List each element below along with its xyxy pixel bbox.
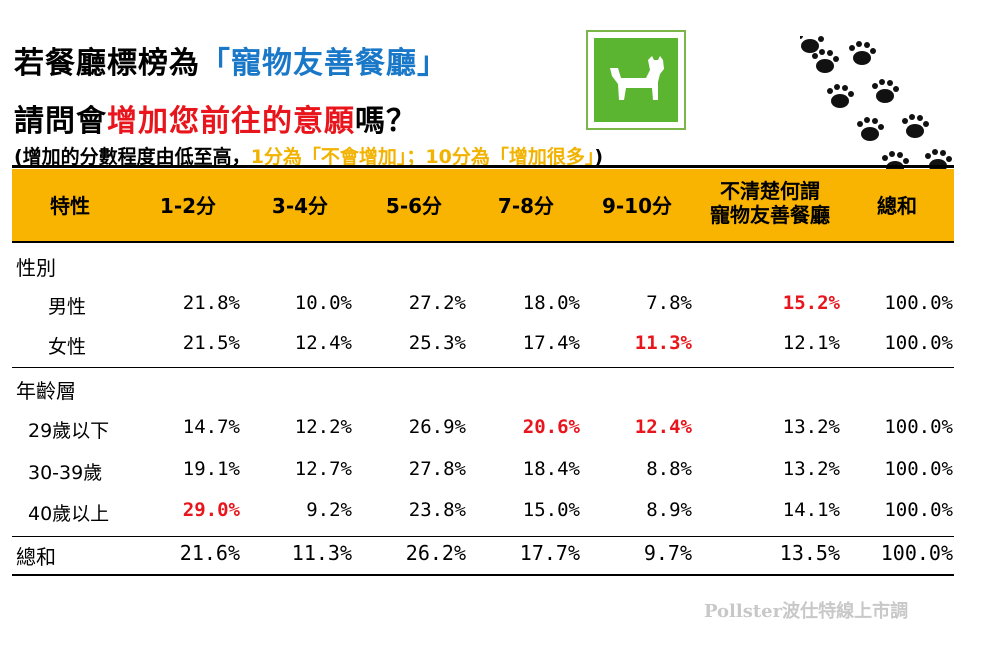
watermark: Pollster波仕特線上市調: [704, 601, 909, 622]
table-cell-9-10: 8.9%: [646, 499, 692, 521]
table-cell-7-8: 20.6%: [522, 416, 580, 438]
column-header-characteristic: 特性: [50, 194, 90, 218]
table-cell-5-6: 27.2%: [408, 292, 466, 314]
table-cell-1-2: 21.8%: [182, 292, 240, 314]
row-label: 29歲以下: [28, 420, 110, 442]
table-cell-1-2: 21.5%: [182, 332, 240, 354]
table-cell-total: 100.0%: [884, 292, 953, 314]
subtitle-suffix: ): [594, 146, 604, 168]
table-cell-7-8: 18.0%: [522, 292, 580, 314]
column-header-5-6: 5-6分: [385, 194, 443, 218]
table-cell-5-6: 26.9%: [408, 416, 466, 438]
title-line-1-prefix: 若餐廳標榜為: [14, 46, 200, 81]
row-label: 40歲以上: [28, 503, 110, 525]
table-cell-unclear: 13.2%: [782, 416, 840, 438]
subtitle: (增加的分數程度由低至高，1分為「不會增加」；10分為「增加很多」): [14, 142, 603, 169]
title-line-1: 若餐廳標榜為「寵物友善餐廳」: [14, 38, 448, 82]
table-cell-1-2: 14.7%: [182, 416, 240, 438]
table-cell-7-8: 17.7%: [519, 541, 580, 565]
row-label: 男性: [48, 296, 87, 318]
table-cell-total: 100.0%: [884, 458, 953, 480]
table-cell-total: 100.0%: [884, 332, 953, 354]
table-cell-unclear: 13.2%: [782, 458, 840, 480]
table-header: [12, 169, 954, 243]
table-cell-total: 100.0%: [880, 541, 953, 565]
total-divider: [12, 536, 954, 537]
table-cell-unclear: 12.1%: [782, 332, 840, 354]
group-label-age: 年齡層: [16, 379, 76, 403]
title-line-2-highlight: 增加您前往的意願: [107, 104, 355, 139]
table-cell-3-4: 11.3%: [291, 541, 352, 565]
table-cell-5-6: 25.3%: [408, 332, 466, 354]
table-cell-7-8: 18.4%: [522, 458, 580, 480]
row-label: 總和: [16, 545, 56, 569]
title-line-1-highlight: 「寵物友善餐廳」: [200, 46, 448, 81]
table-cell-3-4: 9.2%: [306, 499, 352, 521]
bottom-rule: [12, 574, 954, 576]
table-cell-1-2: 19.1%: [182, 458, 240, 480]
paw-prints-icon: [800, 36, 952, 175]
title-line-2-prefix: 請問會: [14, 104, 107, 139]
column-header-9-10: 9-10分: [601, 194, 673, 218]
subtitle-highlight: 1分為「不會增加」；10分為「增加很多」: [250, 146, 595, 168]
table-cell-unclear: 15.2%: [782, 292, 840, 314]
table-cell-3-4: 12.2%: [294, 416, 352, 438]
table-cell-total: 100.0%: [884, 416, 953, 438]
table-cell-5-6: 27.8%: [408, 458, 466, 480]
table-cell-9-10: 9.7%: [643, 541, 692, 565]
table-cell-9-10: 7.8%: [646, 292, 692, 314]
title-line-2: 請問會增加您前往的意願嗎？: [14, 96, 417, 140]
table-cell-1-2: 21.6%: [179, 541, 240, 565]
row-label: 女性: [48, 336, 87, 358]
column-header-1-2: 1-2分: [159, 194, 217, 218]
row-label: 30-39歲: [28, 462, 103, 484]
table-cell-5-6: 26.2%: [405, 541, 466, 565]
group-label-gender: 性別: [16, 256, 56, 280]
column-header-unclear: 不清楚何謂 寵物友善餐廳: [690, 179, 850, 227]
column-header-total: 總和: [877, 194, 917, 218]
column-header-3-4: 3-4分: [271, 194, 329, 218]
header-rule: [12, 241, 954, 243]
table-cell-total: 100.0%: [884, 499, 953, 521]
table-cell-9-10: 12.4%: [634, 416, 692, 438]
table-cell-3-4: 12.7%: [294, 458, 352, 480]
table-cell-3-4: 10.0%: [294, 292, 352, 314]
table-cell-5-6: 23.8%: [408, 499, 466, 521]
title-line-2-suffix: 嗎？: [355, 104, 417, 139]
top-rule: [12, 165, 954, 168]
table-cell-unclear: 14.1%: [782, 499, 840, 521]
column-header-unclear-line-1: 不清楚何謂: [720, 179, 820, 203]
dog-sign-icon: [586, 30, 686, 130]
column-header-7-8: 7-8分: [497, 194, 555, 218]
table-cell-9-10: 8.8%: [646, 458, 692, 480]
subtitle-prefix: (增加的分數程度由低至高，: [14, 146, 251, 168]
table-cell-3-4: 12.4%: [294, 332, 352, 354]
table-cell-7-8: 15.0%: [522, 499, 580, 521]
table-cell-9-10: 11.3%: [634, 332, 692, 354]
table-cell-unclear: 13.5%: [779, 541, 840, 565]
table-cell-1-2: 29.0%: [182, 499, 240, 521]
group-divider: [12, 367, 954, 368]
column-header-unclear-line-2: 寵物友善餐廳: [710, 203, 830, 227]
table-cell-7-8: 17.4%: [522, 332, 580, 354]
